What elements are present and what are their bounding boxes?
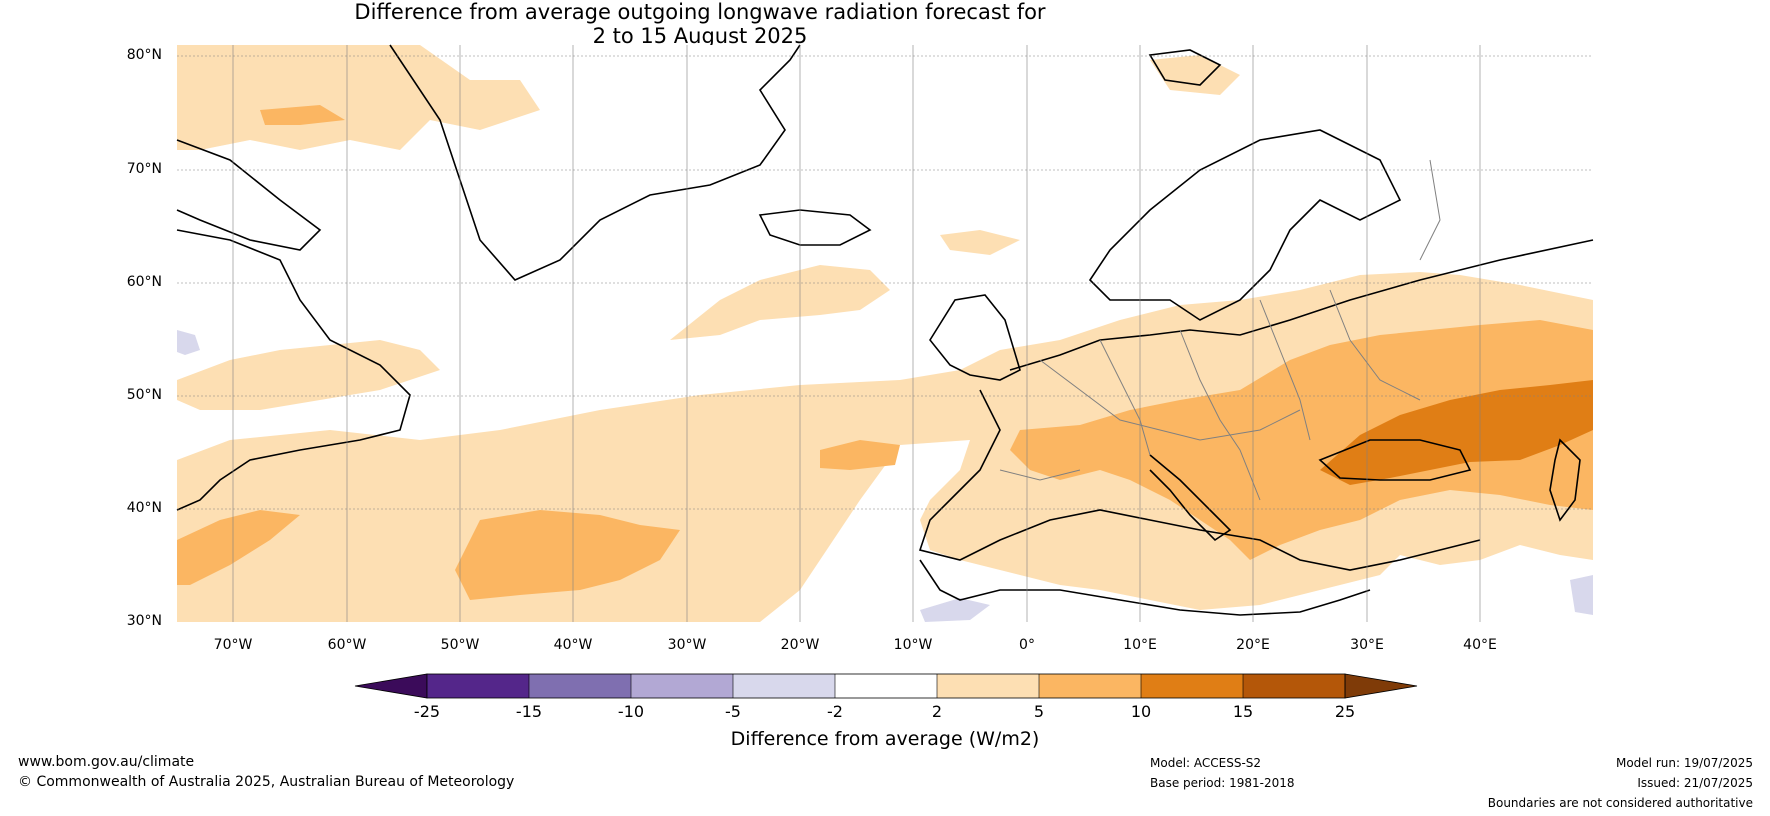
colorbar-tick: 5 [1033, 702, 1045, 721]
colorbar-tick: 15 [1232, 702, 1254, 721]
lat-label-40n: 40°N [126, 500, 162, 516]
footer-base-period: Base period: 1981-2018 [1150, 776, 1295, 790]
lon-label-20w: 20°W [780, 637, 820, 653]
title-line-1: Difference from average outgoing longwav… [354, 0, 1046, 24]
lat-label-70n: 70°N [126, 161, 162, 177]
lon-label-40w: 40°W [553, 637, 593, 653]
anomaly-area-5-10 [260, 105, 345, 125]
lon-label-40e: 40°E [1463, 637, 1497, 653]
colorbar-tick: 10 [1130, 702, 1152, 721]
lon-label-60w: 60°W [327, 637, 367, 653]
coastline-greenland [389, 44, 801, 281]
anomaly-area-5-10 [177, 510, 300, 585]
colorbar [354, 673, 1418, 699]
colorbar-segment [427, 674, 529, 698]
lat-label-60n: 60°N [126, 274, 162, 290]
colorbar-segment [631, 674, 733, 698]
colorbar-tick: -15 [515, 702, 543, 721]
coastlines [176, 44, 1594, 616]
footer-disclaimer: Boundaries are not considered authoritat… [1487, 796, 1753, 810]
coastline-caspian [1549, 438, 1581, 522]
country-borders [999, 159, 1441, 501]
colorbar-tick: -5 [725, 702, 741, 721]
lon-label-70w: 70°W [213, 637, 253, 653]
colorbar-tick: 25 [1334, 702, 1356, 721]
lon-label-50w: 50°W [440, 637, 480, 653]
colorbar-segment [835, 674, 937, 698]
colorbar-extend-low [354, 673, 428, 699]
anomaly-area-10-15 [1320, 380, 1593, 485]
footer-copyright: © Commonwealth of Australia 2025, Austra… [18, 774, 515, 790]
lat-label-50n: 50°N [126, 387, 162, 403]
coastline-north-america [176, 229, 411, 511]
colorbar-tick: -10 [617, 702, 645, 721]
lat-label-30n: 30°N [126, 613, 162, 629]
footer-issued: Issued: 21/07/2025 [1637, 776, 1753, 790]
chart-title: Difference from average outgoing longwav… [0, 0, 1400, 48]
lon-label-10e: 10°E [1123, 637, 1157, 653]
anomaly-area-2-5 [1150, 55, 1240, 95]
lat-label-80n: 80°N [126, 47, 162, 63]
colorbar-segment [733, 674, 835, 698]
title-line-2: 2 to 15 August 2025 [592, 24, 808, 48]
anomaly-area-2-5 [670, 265, 890, 340]
colorbar-segment [529, 674, 631, 698]
lon-label-0: 0° [1019, 637, 1035, 653]
colorbar-tick: -2 [827, 702, 843, 721]
anomaly-area-5-10 [1010, 320, 1593, 560]
anomaly-area-5-10 [820, 440, 900, 470]
lon-label-20e: 20°E [1236, 637, 1270, 653]
colorbar-tick: 2 [931, 702, 943, 721]
coastline-iceland [758, 209, 872, 246]
coastline-british-isles [929, 294, 1021, 381]
colorbar-tick: -25 [413, 702, 441, 721]
anomaly-area-2-5 [940, 230, 1020, 255]
footer-model: Model: ACCESS-S2 [1150, 756, 1262, 770]
anomaly-fields [177, 45, 1593, 622]
colorbar-segment [1141, 674, 1243, 698]
anomaly-area-2-5 [177, 340, 440, 410]
coastline-iberia-med [918, 389, 1481, 571]
anomaly-area-negative [1570, 575, 1593, 615]
colorbar-segment [1039, 674, 1141, 698]
anomaly-area-negative [920, 598, 990, 622]
gridlines [177, 45, 1593, 622]
footer-website: www.bom.gov.au/climate [18, 754, 195, 770]
coastline-africa [919, 559, 1371, 616]
lon-label-10w: 10°W [893, 637, 933, 653]
colorbar-segment [1243, 674, 1345, 698]
coastline-svalbard [1148, 49, 1222, 86]
coastline-baffin [176, 139, 322, 251]
lon-label-30e: 30°E [1350, 637, 1384, 653]
colorbar-extend-high [1344, 673, 1418, 699]
lon-label-30w: 30°W [667, 637, 707, 653]
coastline-italy [1149, 454, 1232, 542]
footer-model-run: Model run: 19/07/2025 [1615, 756, 1753, 770]
anomaly-area-negative [177, 330, 200, 355]
coastline-scandinavia [1088, 129, 1402, 321]
coastline-europe [1009, 239, 1594, 371]
colorbar-segment [937, 674, 1039, 698]
coastline-black-sea [1318, 439, 1472, 481]
anomaly-area-5-10 [455, 510, 680, 600]
colorbar-label: Difference from average (W/m2) [730, 728, 1040, 750]
